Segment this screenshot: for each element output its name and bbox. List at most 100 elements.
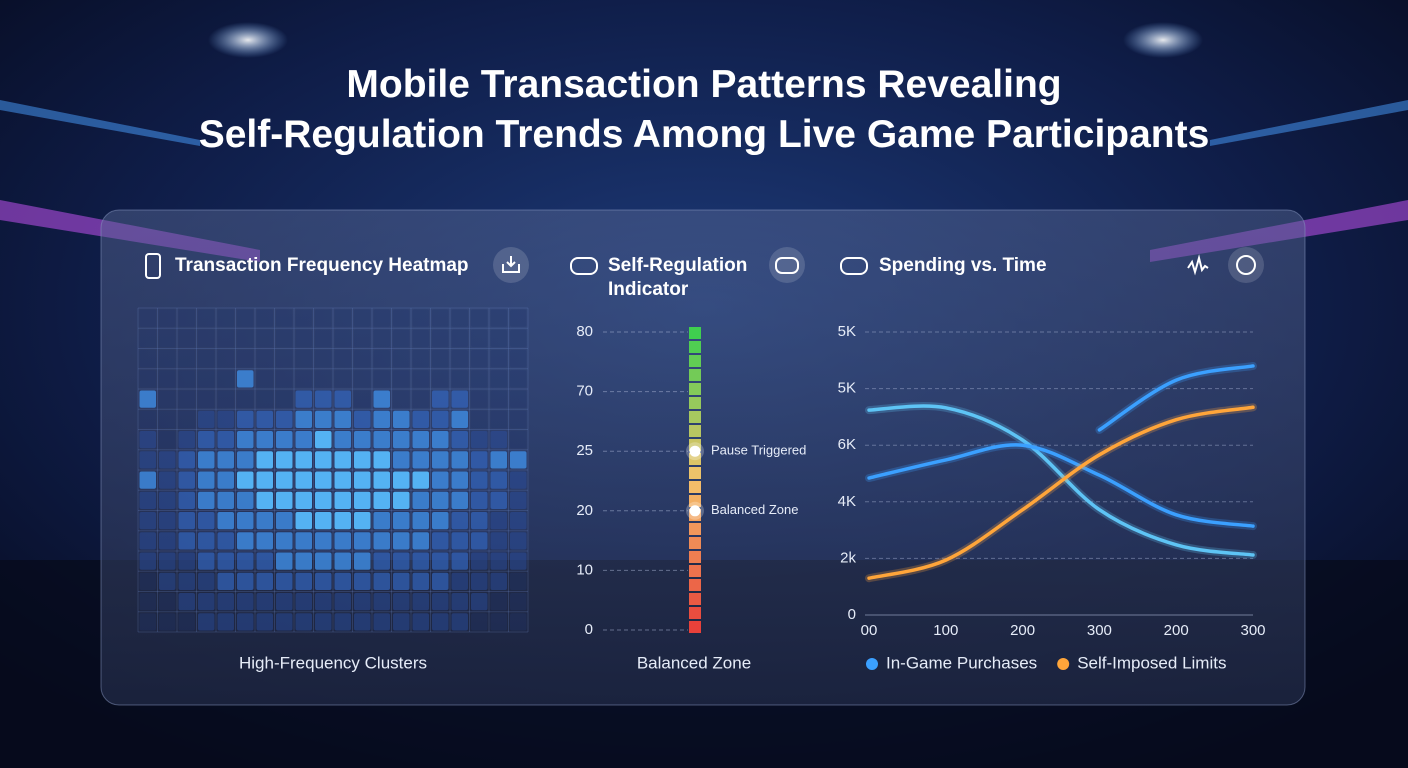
- heatmap-cell: [354, 552, 371, 570]
- heatmap-cell: [334, 370, 351, 388]
- heatmap-cell: [178, 471, 195, 489]
- heatmap-cell: [451, 572, 468, 590]
- heatmap-cell: [237, 572, 254, 590]
- heatmap-cell: [393, 552, 410, 570]
- indicator-segment: [689, 383, 701, 395]
- heatmap-cell: [217, 451, 234, 469]
- indicator-marker: [689, 445, 701, 457]
- heatmap-cell: [354, 431, 371, 449]
- heatmap-cell: [334, 471, 351, 489]
- icon-button[interactable]: [769, 247, 805, 283]
- heatmap-cell: [295, 593, 312, 611]
- heatmap-cell: [295, 410, 312, 428]
- heatmap-cell: [295, 309, 312, 327]
- heatmap-cell: [334, 572, 351, 590]
- heatmap-cell: [178, 390, 195, 408]
- heatmap-cell: [237, 410, 254, 428]
- heatmap-cell: [159, 370, 176, 388]
- heatmap-cell: [393, 451, 410, 469]
- heatmap-cell: [490, 532, 507, 550]
- heatmap-cell: [315, 329, 332, 347]
- heatmap-cell: [451, 512, 468, 530]
- heatmap-cell: [237, 431, 254, 449]
- heatmap-cell: [276, 350, 293, 368]
- y-tick-label: 6K: [838, 436, 856, 453]
- heatmap-cell: [412, 350, 429, 368]
- heatmap-cell: [256, 410, 273, 428]
- panel-title: Spending vs. Time: [879, 255, 1047, 276]
- heatmap-cell: [451, 329, 468, 347]
- heatmap-cell: [471, 552, 488, 570]
- heatmap-cell: [315, 532, 332, 550]
- heatmap-cell: [490, 471, 507, 489]
- heatmap-cell: [393, 431, 410, 449]
- icon-button[interactable]: [1228, 247, 1264, 283]
- heatmap-cell: [237, 613, 254, 631]
- heatmap-cell: [159, 471, 176, 489]
- heatmap-cell: [217, 572, 234, 590]
- legend-marker: [1057, 658, 1070, 670]
- heatmap-cell: [334, 350, 351, 368]
- heatmap-cell: [256, 491, 273, 509]
- heatmap-cell: [471, 309, 488, 327]
- heatmap-cell: [510, 613, 527, 631]
- heatmap-cell: [393, 593, 410, 611]
- heatmap-cell: [139, 350, 156, 368]
- heatmap-cell: [510, 572, 527, 590]
- heatmap-cell: [432, 491, 449, 509]
- heatmap-cell: [451, 309, 468, 327]
- heatmap-cell: [276, 431, 293, 449]
- heatmap-cell: [178, 370, 195, 388]
- heatmap-cell: [237, 552, 254, 570]
- heatmap-cell: [451, 390, 468, 408]
- heatmap-cell: [217, 410, 234, 428]
- heatmap-cell: [237, 329, 254, 347]
- heatmap-cell: [198, 309, 215, 327]
- gamepad-icon: [840, 257, 868, 275]
- phone-icon: [145, 253, 161, 279]
- heatmap-cell: [373, 390, 390, 408]
- heatmap-cell: [256, 329, 273, 347]
- heatmap-cell: [139, 431, 156, 449]
- spotlight: [208, 22, 288, 58]
- heatmap-cell: [412, 532, 429, 550]
- marker-label: Pause Triggered: [711, 443, 806, 458]
- heatmap-cell: [256, 613, 273, 631]
- heatmap-cell: [432, 512, 449, 530]
- heatmap-cell: [354, 329, 371, 347]
- heatmap-cell: [510, 471, 527, 489]
- heatmap-cell: [373, 451, 390, 469]
- heatmap-cell: [510, 512, 527, 530]
- indicator-segment: [689, 551, 701, 563]
- heatmap-cell: [139, 370, 156, 388]
- indicator-segment: [689, 467, 701, 479]
- heatmap-cell: [393, 370, 410, 388]
- title: Self-Regulation Trends Among Live Game P…: [198, 113, 1210, 156]
- heatmap-cell: [451, 431, 468, 449]
- heatmap-cell: [432, 350, 449, 368]
- heatmap-cell: [256, 451, 273, 469]
- heatmap-cell: [276, 370, 293, 388]
- legend-marker: [866, 658, 878, 670]
- heatmap-cell: [510, 350, 527, 368]
- heatmap-cell: [256, 552, 273, 570]
- indicator-segment: [689, 341, 701, 353]
- heatmap-cell: [217, 309, 234, 327]
- heatmap-cell: [159, 512, 176, 530]
- indicator-segment: [689, 397, 701, 409]
- heatmap-cell: [471, 451, 488, 469]
- x-tick-label: 200: [1164, 622, 1189, 639]
- heatmap-cell: [412, 512, 429, 530]
- heatmap-cell: [471, 572, 488, 590]
- heatmap-cell: [139, 532, 156, 550]
- heatmap-cell: [393, 572, 410, 590]
- heatmap-cell: [237, 350, 254, 368]
- heatmap-cell: [432, 370, 449, 388]
- heatmap-cell: [334, 613, 351, 631]
- heatmap-cell: [490, 431, 507, 449]
- heatmap-cell: [178, 329, 195, 347]
- heatmap-cell: [256, 512, 273, 530]
- heatmap-cell: [217, 613, 234, 631]
- heatmap-cell: [198, 593, 215, 611]
